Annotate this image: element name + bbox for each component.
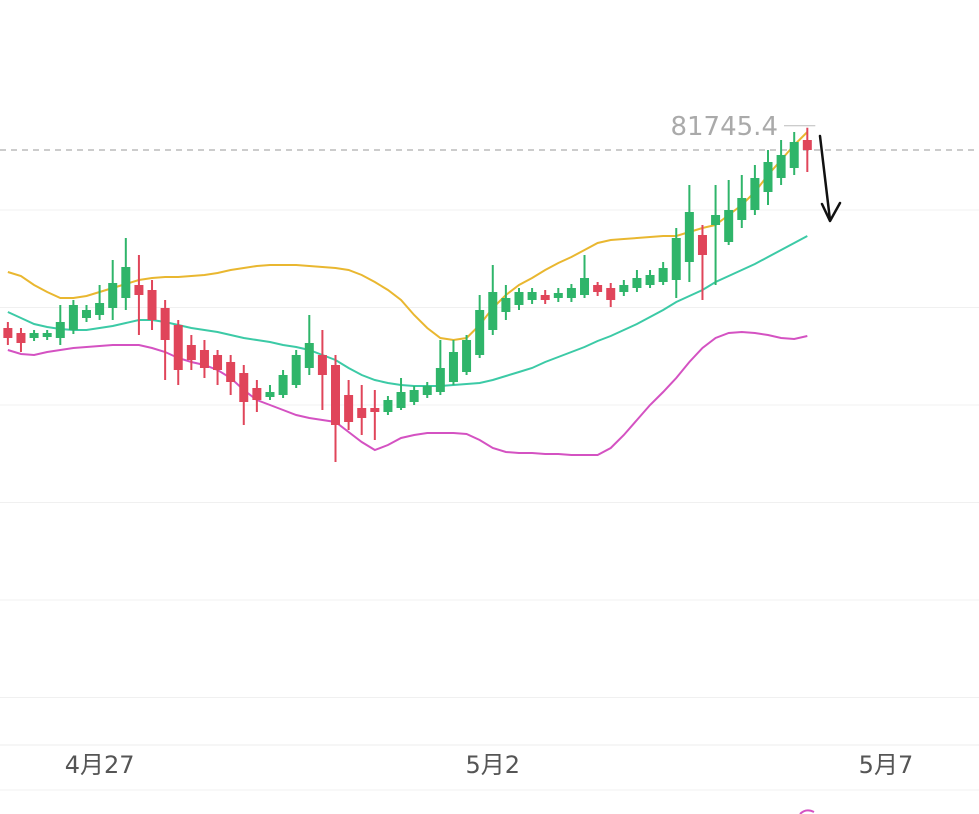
candle-body	[593, 285, 603, 292]
candle-body	[475, 310, 485, 355]
candle-body	[81, 310, 91, 318]
candle-body	[121, 267, 131, 298]
candle-body	[711, 215, 721, 225]
candle-body	[186, 345, 196, 360]
candle-body	[291, 355, 301, 385]
candle-body	[488, 292, 498, 330]
candle-body	[802, 140, 812, 150]
candle-body	[3, 328, 13, 338]
candle-body	[684, 212, 694, 262]
candle-body	[317, 355, 327, 375]
candle-body	[671, 238, 681, 280]
x-tick-label: 5月7	[859, 751, 914, 779]
candle-body	[645, 275, 655, 285]
candle-body	[55, 322, 65, 338]
candle-body	[750, 178, 760, 210]
candle-body	[160, 308, 170, 340]
candle-body	[173, 325, 183, 370]
x-tick-label: 5月2	[466, 751, 521, 779]
candle-body	[501, 298, 511, 312]
candle-body	[724, 210, 734, 242]
candle-body	[357, 408, 367, 418]
candle-body	[763, 162, 773, 192]
candle-body	[16, 333, 26, 343]
candle-body	[462, 340, 472, 372]
candle-body	[252, 388, 262, 400]
candle-body	[422, 386, 432, 395]
candle-body	[789, 142, 799, 168]
arrow	[818, 134, 842, 223]
candle-body	[606, 288, 616, 300]
candle-body	[226, 362, 236, 382]
candle-body	[95, 303, 105, 315]
band-line	[7, 330, 808, 456]
candle-body	[134, 285, 144, 295]
candle-body	[697, 235, 707, 255]
candle-body	[147, 290, 157, 320]
candle-body	[566, 288, 576, 298]
candle-body	[42, 333, 52, 337]
candle-body	[435, 368, 445, 392]
candle-body	[540, 295, 550, 300]
candle-body	[331, 365, 341, 425]
candle-body	[344, 395, 354, 422]
candle-body	[370, 408, 380, 412]
band-line	[7, 235, 808, 387]
candle-body	[239, 373, 249, 402]
high-label: 81745.4	[670, 112, 778, 142]
candle-body	[29, 333, 39, 338]
candle-body	[409, 390, 419, 402]
candle-body	[580, 278, 590, 295]
candle-body	[278, 375, 288, 395]
legend-icon	[799, 809, 815, 814]
candle-body	[199, 350, 209, 368]
candle-body	[737, 198, 747, 220]
candle-body	[265, 392, 275, 397]
candle-body	[304, 343, 314, 368]
candle-body	[776, 155, 786, 178]
band-line	[7, 131, 809, 342]
x-tick-label: 4月27	[65, 751, 135, 779]
candle-body	[448, 352, 458, 382]
candle-body	[553, 293, 563, 298]
candle-body	[68, 305, 78, 330]
candle-body	[383, 400, 393, 412]
candle-body	[632, 278, 642, 288]
candle-body	[619, 285, 629, 292]
candle-body	[213, 355, 223, 370]
candle-body	[527, 292, 537, 300]
candle-body	[658, 268, 668, 282]
candle-body	[108, 283, 118, 308]
candle-body	[396, 392, 406, 408]
candle-body	[514, 292, 524, 305]
